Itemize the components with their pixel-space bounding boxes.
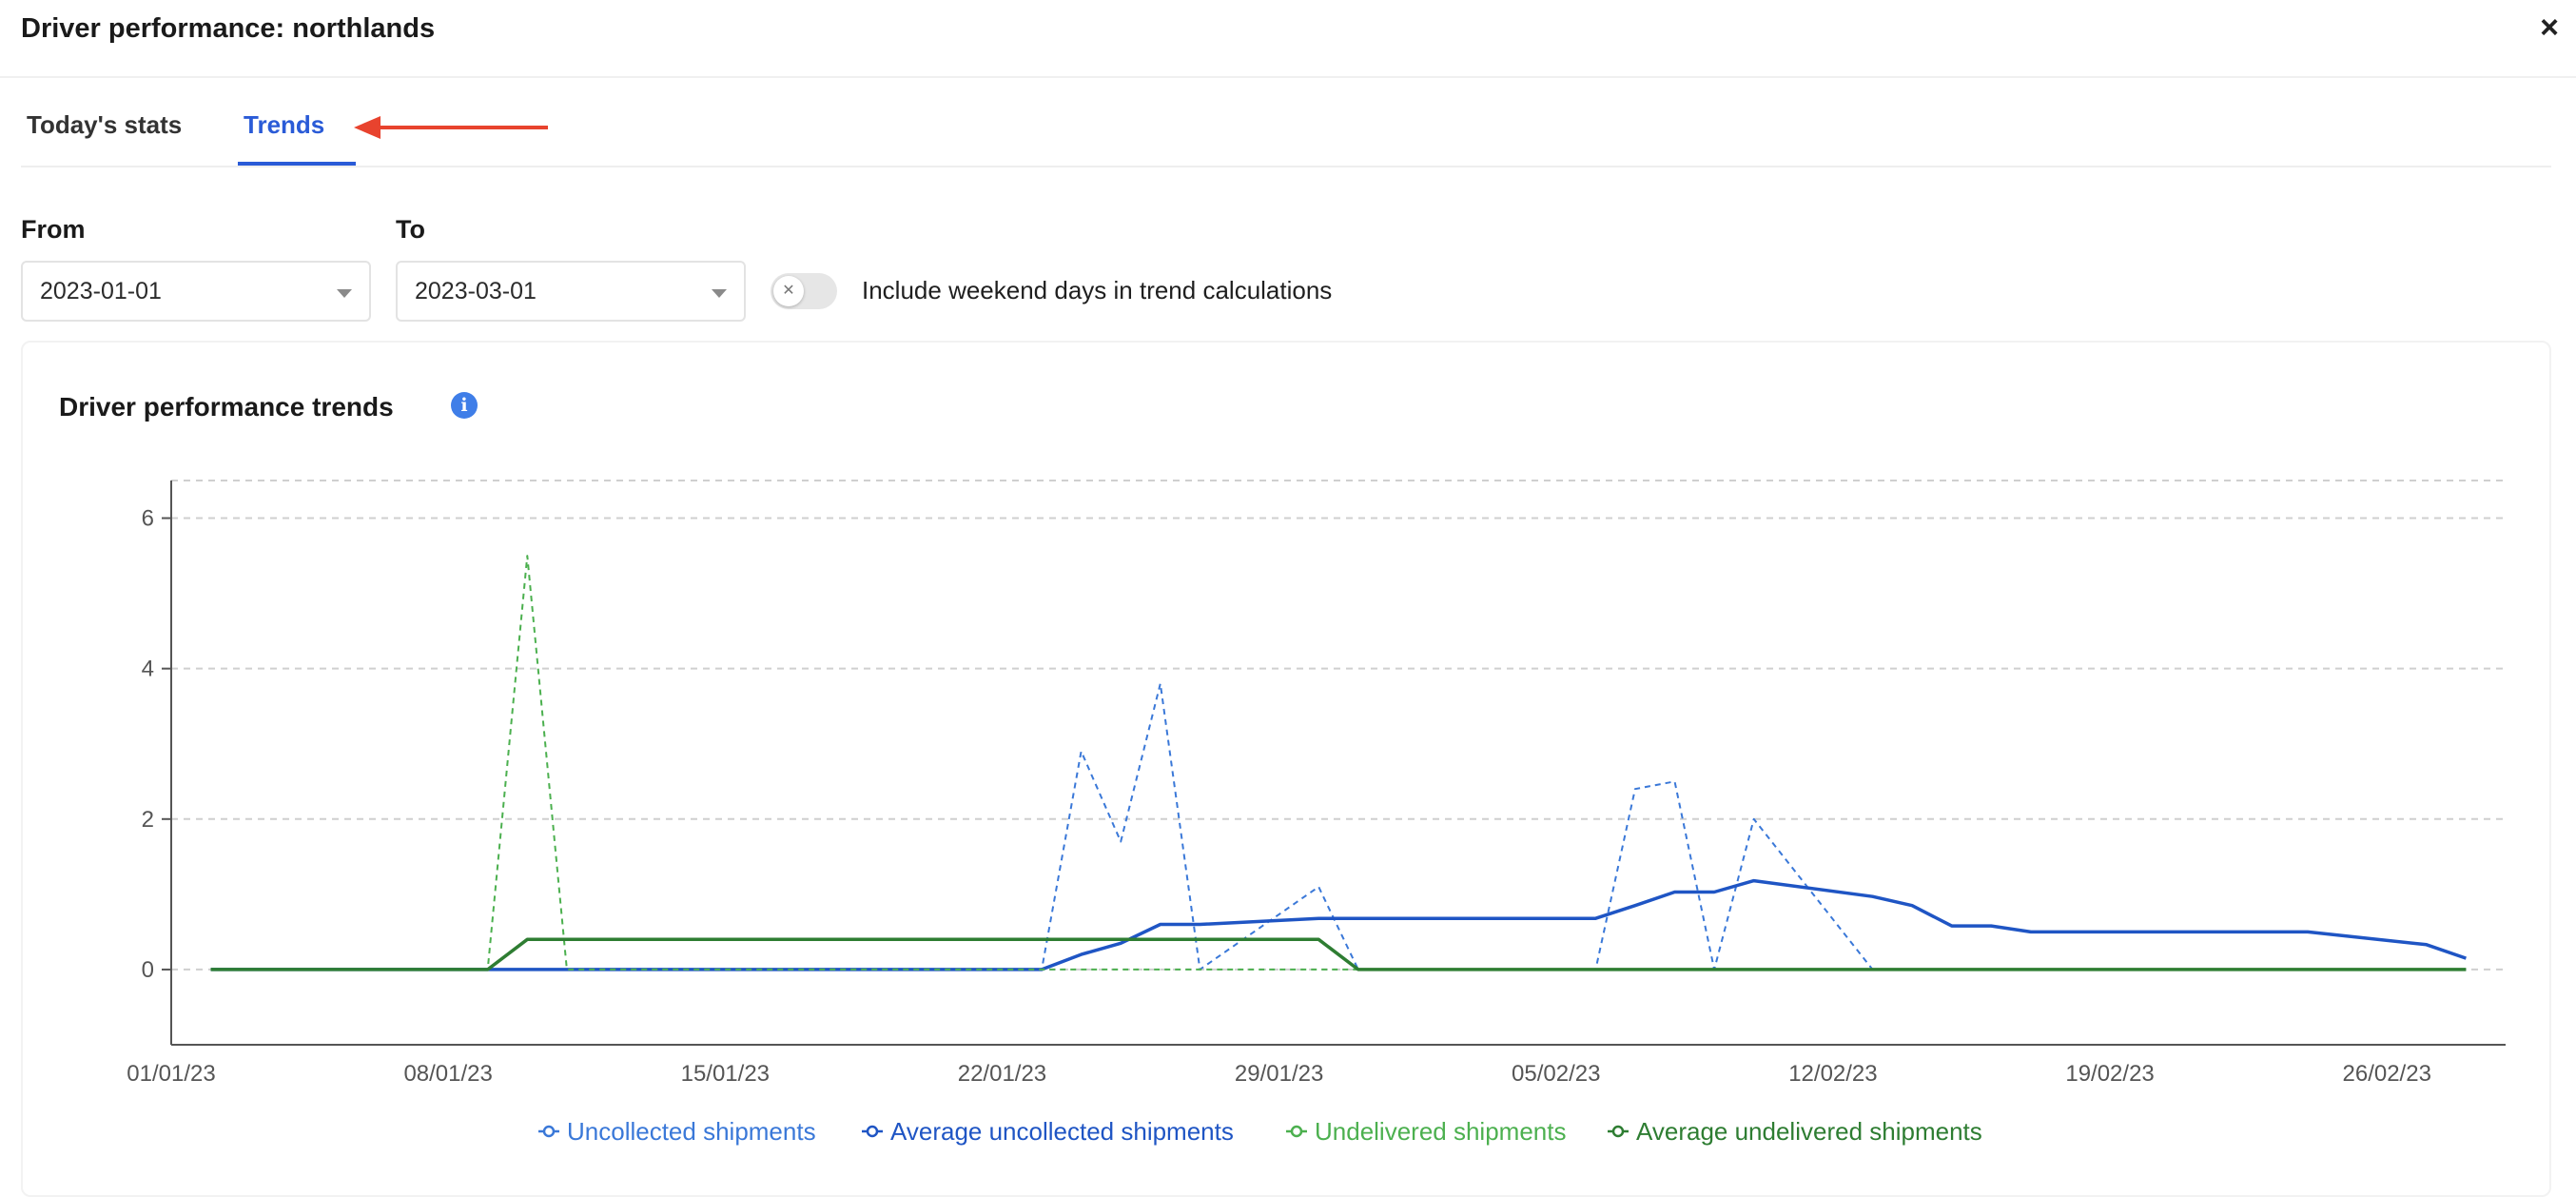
legend-marker [542, 1125, 556, 1138]
legend-item-average-undelivered-shipments[interactable]: Average undelivered shipments [1636, 1117, 1982, 1146]
legend-item-average-uncollected-shipments[interactable]: Average uncollected shipments [890, 1117, 1234, 1146]
from-date-value: 2023-01-01 [40, 278, 162, 304]
chevron-down-icon [712, 289, 727, 298]
to-date-value: 2023-03-01 [415, 278, 537, 304]
tab-bar: Today's stats Trends [21, 76, 2551, 167]
legend-item-uncollected-shipments[interactable]: Uncollected shipments [567, 1117, 816, 1146]
x-tick-label: 01/01/23 [127, 1061, 215, 1087]
from-date-select[interactable]: 2023-01-01 [21, 261, 371, 322]
info-icon[interactable]: i [451, 392, 478, 419]
card-title: Driver performance trends [59, 392, 394, 422]
series-line-average-undelivered-shipments [210, 937, 2467, 971]
x-tick-label: 05/02/23 [1512, 1061, 1600, 1087]
close-icon[interactable]: × [2540, 10, 2559, 46]
active-tab-indicator [238, 162, 356, 166]
dialog-title: Driver performance: northlands [21, 13, 436, 44]
from-label: From [21, 215, 86, 244]
y-tick-label: 2 [142, 807, 154, 833]
x-tick-label: 08/01/23 [403, 1061, 492, 1087]
x-tick-label: 22/01/23 [958, 1061, 1046, 1087]
legend-marker [1611, 1125, 1625, 1138]
to-date-select[interactable]: 2023-03-01 [396, 261, 746, 322]
x-tick-label: 12/02/23 [1788, 1061, 1877, 1087]
legend-marker [866, 1125, 879, 1138]
legend-item-undelivered-shipments[interactable]: Undelivered shipments [1315, 1117, 1566, 1146]
dialog-header: Driver performance: northlands × [0, 0, 2576, 78]
series-line-average-uncollected-shipments [210, 878, 2467, 971]
chevron-down-icon [337, 289, 352, 298]
annotation-arrow [354, 116, 548, 139]
y-tick-label: 4 [142, 657, 154, 682]
x-tick-label: 29/01/23 [1235, 1061, 1323, 1087]
x-tick-label: 15/01/23 [681, 1061, 770, 1087]
weekend-toggle-label: Include weekend days in trend calculatio… [862, 276, 1333, 304]
legend-marker [1290, 1125, 1303, 1138]
to-label: To [396, 215, 425, 244]
y-tick-label: 6 [142, 506, 154, 532]
weekend-toggle[interactable]: ✕ [771, 273, 837, 309]
series-line-undelivered-shipments [210, 555, 2467, 971]
toggle-off-icon: ✕ [773, 276, 804, 306]
y-tick-label: 0 [142, 957, 154, 983]
x-tick-label: 19/02/23 [2065, 1061, 2154, 1087]
series-line-uncollected-shipments [210, 682, 2467, 971]
tab-todays-stats[interactable]: Today's stats [27, 110, 183, 139]
tab-trends[interactable]: Trends [244, 110, 325, 139]
x-tick-label: 26/02/23 [2343, 1061, 2431, 1087]
